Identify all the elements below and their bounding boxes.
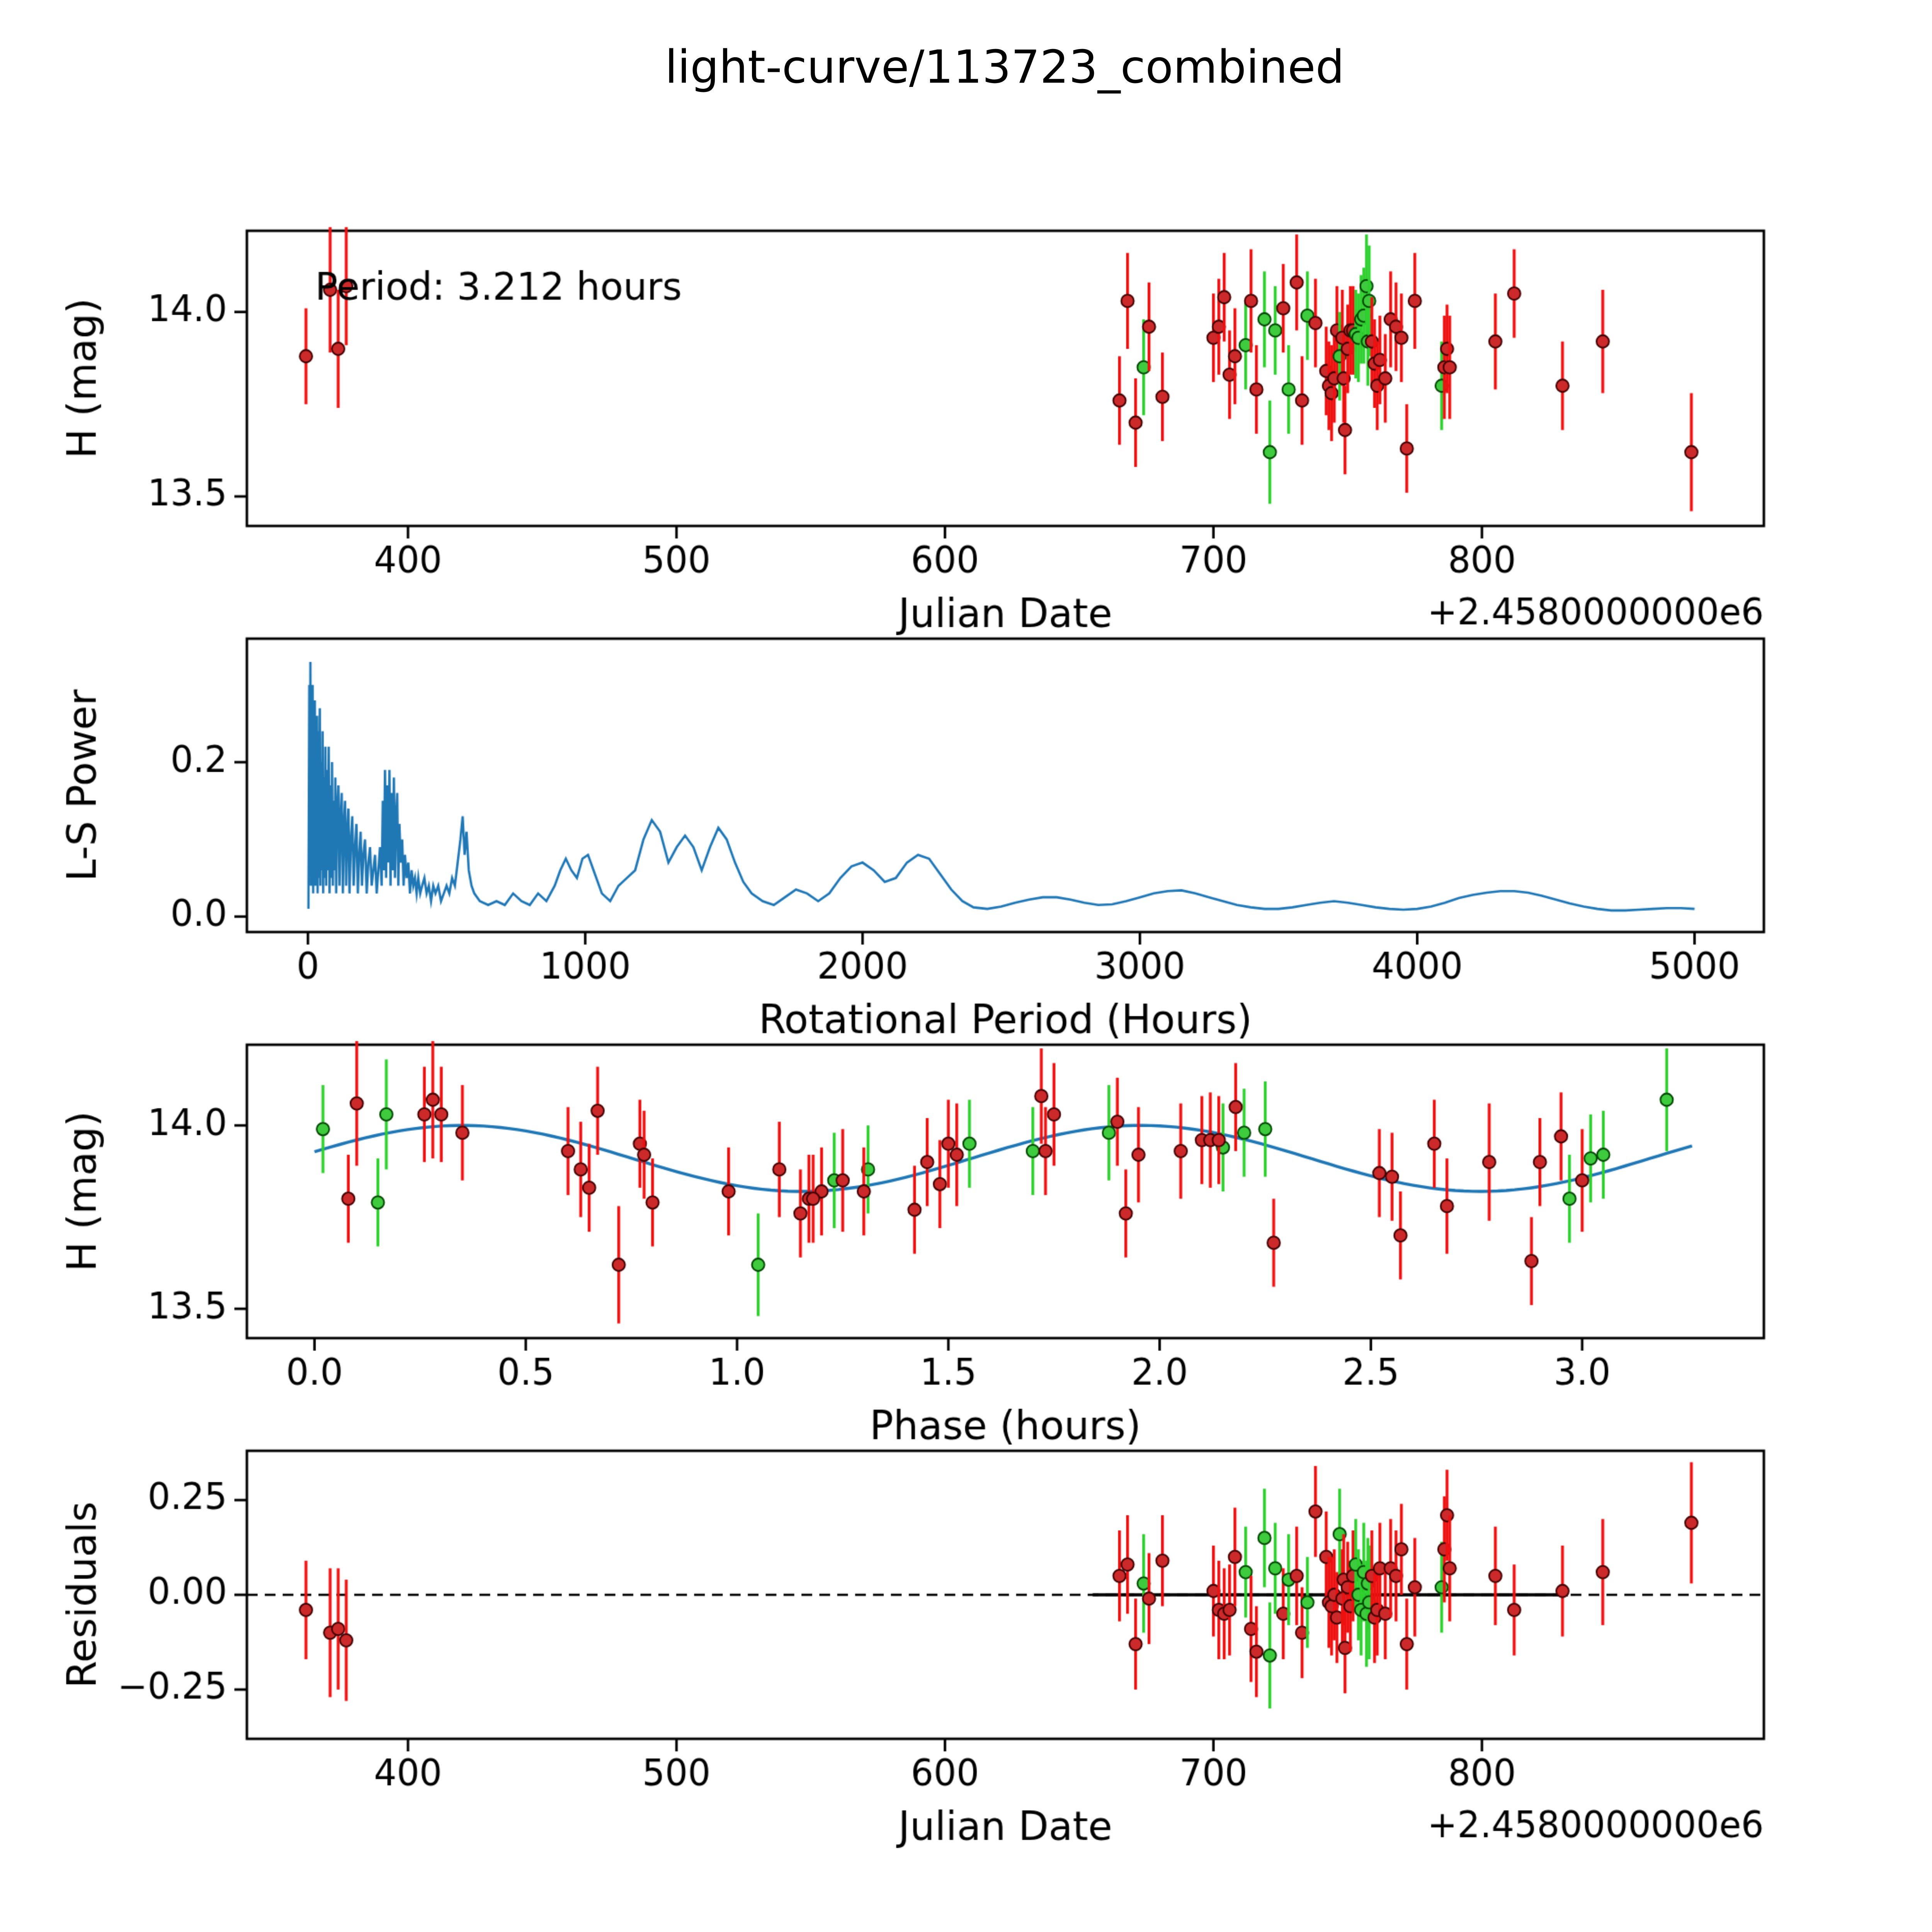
figure-title: light-curve/113723_combined bbox=[665, 41, 1345, 94]
